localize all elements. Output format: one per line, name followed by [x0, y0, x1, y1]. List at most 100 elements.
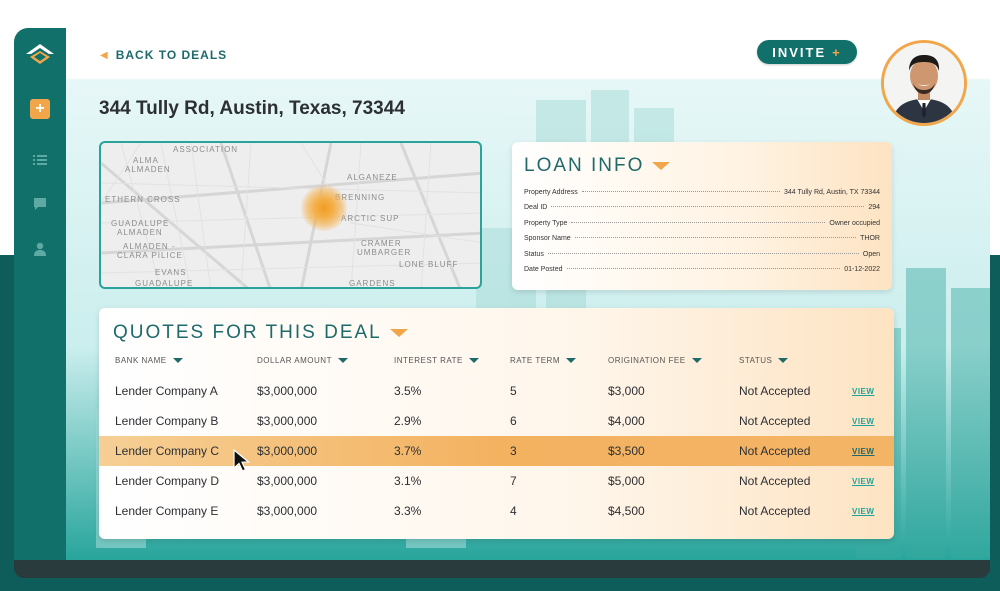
table-row[interactable]: Lender Company D $3,000,000 3.1% 7 $5,00… [99, 466, 894, 496]
column-header-rate-term[interactable]: RATE TERM [510, 356, 576, 365]
fee-cell: $3,000 [608, 384, 645, 398]
column-header-label: RATE TERM [510, 356, 560, 365]
view-link[interactable]: VIEW [852, 417, 875, 426]
column-header-label: STATUS [739, 356, 773, 365]
loan-info-value: Owner occupied [829, 219, 880, 227]
amount-cell: $3,000,000 [257, 474, 318, 488]
quotes-title: QUOTES FOR THIS DEAL [113, 322, 408, 344]
plus-icon: + [832, 44, 842, 60]
invite-button[interactable]: INVITE + [757, 40, 857, 64]
table-row[interactable]: Lender Company E $3,000,000 3.3% 4 $4,50… [99, 496, 894, 526]
map-label: LONE BLUFF [399, 260, 459, 269]
main-content: ◀ BACK TO DEALS INVITE + 344 Tully Rd, A… [66, 28, 990, 560]
bank-name-cell: Lender Company E [115, 504, 219, 518]
view-link[interactable]: VIEW [852, 387, 875, 396]
view-link[interactable]: VIEW [852, 477, 875, 486]
map-label: ALMADEN [125, 165, 171, 174]
table-row-selected[interactable]: Lender Company C $3,000,000 3.7% 3 $3,50… [99, 436, 894, 466]
fee-cell: $3,500 [608, 444, 645, 458]
dot-leader [574, 237, 857, 239]
dot-leader [547, 252, 859, 254]
column-header-label: ORIGINATION FEE [608, 356, 686, 365]
app-window: + [14, 28, 990, 560]
sidebar-item-user[interactable] [30, 239, 50, 259]
view-link[interactable]: VIEW [852, 447, 875, 456]
map-label: ALMA [133, 156, 159, 165]
quotes-card: QUOTES FOR THIS DEAL BANK NAME DOLLAR AM… [99, 308, 894, 539]
map-label: CRAMER [361, 239, 402, 248]
loan-info-label: Property Type [524, 219, 568, 227]
amount-cell: $3,000,000 [257, 504, 318, 518]
property-map[interactable]: ASSOCIATION ALMA ALMADEN ETHERN CROSS GU… [99, 141, 482, 289]
bank-name-cell: Lender Company A [115, 384, 218, 398]
loan-info-title-text: LOAN INFO [524, 155, 645, 176]
map-label: UMBARGER [357, 248, 412, 257]
column-header-label: BANK NAME [115, 356, 167, 365]
table-row[interactable]: Lender Company A $3,000,000 3.5% 5 $3,00… [99, 376, 894, 406]
quotes-table-header: BANK NAME DOLLAR AMOUNT INTEREST RATE RA… [99, 356, 894, 374]
loan-info-value: 294 [868, 204, 880, 212]
map-label: GARDENS [349, 279, 396, 288]
quotes-title-text: QUOTES FOR THIS DEAL [113, 322, 382, 343]
map-label: EVANS [155, 268, 187, 277]
list-icon [33, 155, 47, 165]
status-cell: Not Accepted [739, 414, 811, 428]
column-header-dollar-amount[interactable]: DOLLAR AMOUNT [257, 356, 348, 365]
loan-info-value: 01-12-2022 [844, 265, 880, 273]
fee-cell: $4,000 [608, 414, 645, 428]
back-to-deals-link[interactable]: ◀ BACK TO DEALS [100, 48, 227, 62]
caret-down-icon[interactable] [652, 162, 671, 170]
term-cell: 7 [510, 474, 517, 488]
fee-cell: $4,500 [608, 504, 645, 518]
column-header-interest-rate[interactable]: INTEREST RATE [394, 356, 479, 365]
dot-leader [581, 191, 780, 192]
user-icon [34, 242, 46, 256]
sort-caret-icon [691, 358, 702, 363]
column-header-bank-name[interactable]: BANK NAME [115, 356, 183, 365]
status-cell: Not Accepted [739, 444, 811, 458]
sort-caret-icon [468, 358, 479, 363]
view-link[interactable]: VIEW [852, 507, 875, 516]
location-marker-icon[interactable] [301, 185, 347, 231]
sort-caret-icon [565, 358, 576, 363]
map-label: ARCTIC SUP [341, 214, 400, 223]
rate-cell: 3.3% [394, 504, 422, 518]
dot-leader [571, 221, 826, 223]
map-label: ASSOCIATION [173, 145, 239, 154]
column-header-status[interactable]: STATUS [739, 356, 789, 365]
column-header-origination-fee[interactable]: ORIGINATION FEE [608, 356, 702, 365]
loan-info-label: Deal ID [524, 204, 548, 212]
column-header-label: DOLLAR AMOUNT [257, 356, 332, 365]
back-to-deals-label: BACK TO DEALS [115, 48, 228, 62]
loan-info-list: Property Address 344 Tully Rd, Austin, T… [524, 189, 880, 281]
page-title: 344 Tully Rd, Austin, Texas, 73344 [99, 98, 405, 119]
loan-info-label: Status [524, 250, 544, 258]
map-label: GUADALUPE [135, 279, 194, 288]
amount-cell: $3,000,000 [257, 444, 318, 458]
sort-caret-icon [172, 358, 183, 363]
loan-info-row: Deal ID 294 [524, 204, 880, 219]
avatar[interactable] [881, 40, 967, 126]
loan-info-label: Date Posted [524, 265, 563, 273]
sidebar: + [14, 28, 66, 560]
caret-down-icon[interactable] [389, 329, 408, 337]
loan-info-row: Sponsor Name THOR [524, 235, 880, 250]
term-cell: 5 [510, 384, 517, 398]
bank-name-cell: Lender Company C [115, 444, 220, 458]
map-label: ALMADEN [117, 228, 163, 237]
chat-icon [34, 198, 46, 210]
loan-info-row: Date Posted 01-12-2022 [524, 266, 880, 281]
bank-name-cell: Lender Company B [115, 414, 219, 428]
user-photo [884, 43, 964, 123]
amount-cell: $3,000,000 [257, 384, 318, 398]
sidebar-item-messages[interactable] [30, 194, 50, 214]
sidebar-item-list[interactable] [30, 150, 50, 170]
loan-info-row: Status Open [524, 251, 880, 266]
table-row[interactable]: Lender Company B $3,000,000 2.9% 6 $4,00… [99, 406, 894, 436]
app-logo-icon[interactable] [22, 40, 58, 68]
loan-info-label: Sponsor Name [524, 235, 571, 243]
amount-cell: $3,000,000 [257, 414, 318, 428]
loan-info-row: Property Address 344 Tully Rd, Austin, T… [524, 189, 880, 204]
bank-name-cell: Lender Company D [115, 474, 220, 488]
sidebar-item-add[interactable]: + [30, 99, 50, 119]
